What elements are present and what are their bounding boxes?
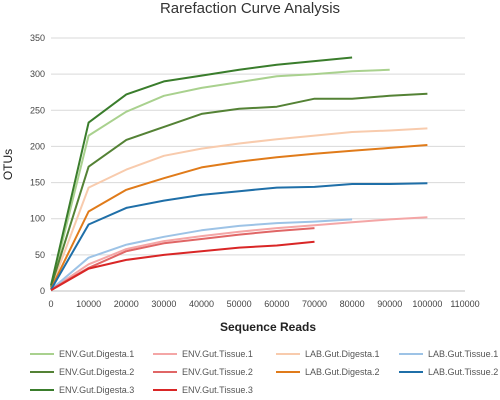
- axis-layer: 0 50 100 150 200 250 300 350 0 10000 20000 30000 400…: [30, 33, 480, 309]
- legend-label: LAB.Gut.Tissue.2: [428, 367, 498, 377]
- y-tick-label: 300: [30, 69, 45, 79]
- x-tick-label: 80000: [340, 299, 365, 309]
- legend-label: LAB.Gut.Digesta.1: [305, 349, 380, 359]
- series-line-lab-gut-digesta-2: [50, 144, 428, 290]
- series-line-lab-gut-tissue-1: [50, 218, 353, 291]
- y-tick-label: 50: [35, 250, 45, 260]
- series-line-lab-gut-digesta-1: [50, 127, 428, 289]
- y-tick-label: 200: [30, 141, 45, 151]
- x-tick-label: 30000: [151, 299, 176, 309]
- legend-label: ENV.Gut.Digesta.1: [59, 349, 134, 359]
- y-tick-label: 0: [40, 286, 45, 296]
- x-tick-label: 90000: [377, 299, 402, 309]
- x-tick-label: 40000: [189, 299, 214, 309]
- x-axis-title: Sequence Reads: [220, 320, 316, 334]
- y-tick-label: 250: [30, 105, 45, 115]
- legend-label: ENV.Gut.Digesta.3: [59, 385, 134, 395]
- legend: ENV.Gut.Digesta.1 ENV.Gut.Tissue.1 LAB.Gut…: [30, 349, 498, 395]
- legend-label: ENV.Gut.Digesta.2: [59, 367, 134, 377]
- x-tick-label: 110000: [450, 299, 479, 309]
- series-line-env-gut-tissue-1: [50, 216, 428, 291]
- series-line-env-gut-digesta-2: [50, 92, 428, 287]
- legend-label: LAB.Gut.Digesta.2: [305, 367, 380, 377]
- legend-label: LAB.Gut.Tissue.1: [428, 349, 498, 359]
- x-tick-label: 70000: [302, 299, 327, 309]
- y-tick-label: 150: [30, 178, 45, 188]
- chart-title: Rarefaction Curve Analysis: [159, 0, 341, 17]
- series-line-lab-gut-tissue-2: [50, 182, 428, 291]
- x-tick-label: 60000: [264, 299, 289, 309]
- y-axis-title: OTUs: [1, 149, 15, 180]
- x-tick-label: 10000: [76, 299, 101, 309]
- y-tick-label: 100: [30, 214, 45, 224]
- series-line-env-gut-tissue-2: [50, 227, 315, 291]
- series-layer: [50, 56, 428, 292]
- legend-label: ENV.Gut.Tissue.1: [182, 349, 253, 359]
- legend-label: ENV.Gut.Tissue.2: [182, 367, 253, 377]
- x-tick-label: 100000: [412, 299, 442, 309]
- legend-label: ENV.Gut.Tissue.3: [182, 385, 253, 395]
- series-line-env-gut-tissue-3: [50, 240, 315, 292]
- x-tick-label: 20000: [114, 299, 139, 309]
- x-tick-label: 50000: [227, 299, 252, 309]
- y-tick-label: 350: [30, 33, 45, 43]
- series-line-env-gut-digesta-3: [50, 56, 353, 286]
- x-tick-label: 0: [48, 299, 53, 309]
- series-line-env-gut-digesta-1: [50, 68, 390, 288]
